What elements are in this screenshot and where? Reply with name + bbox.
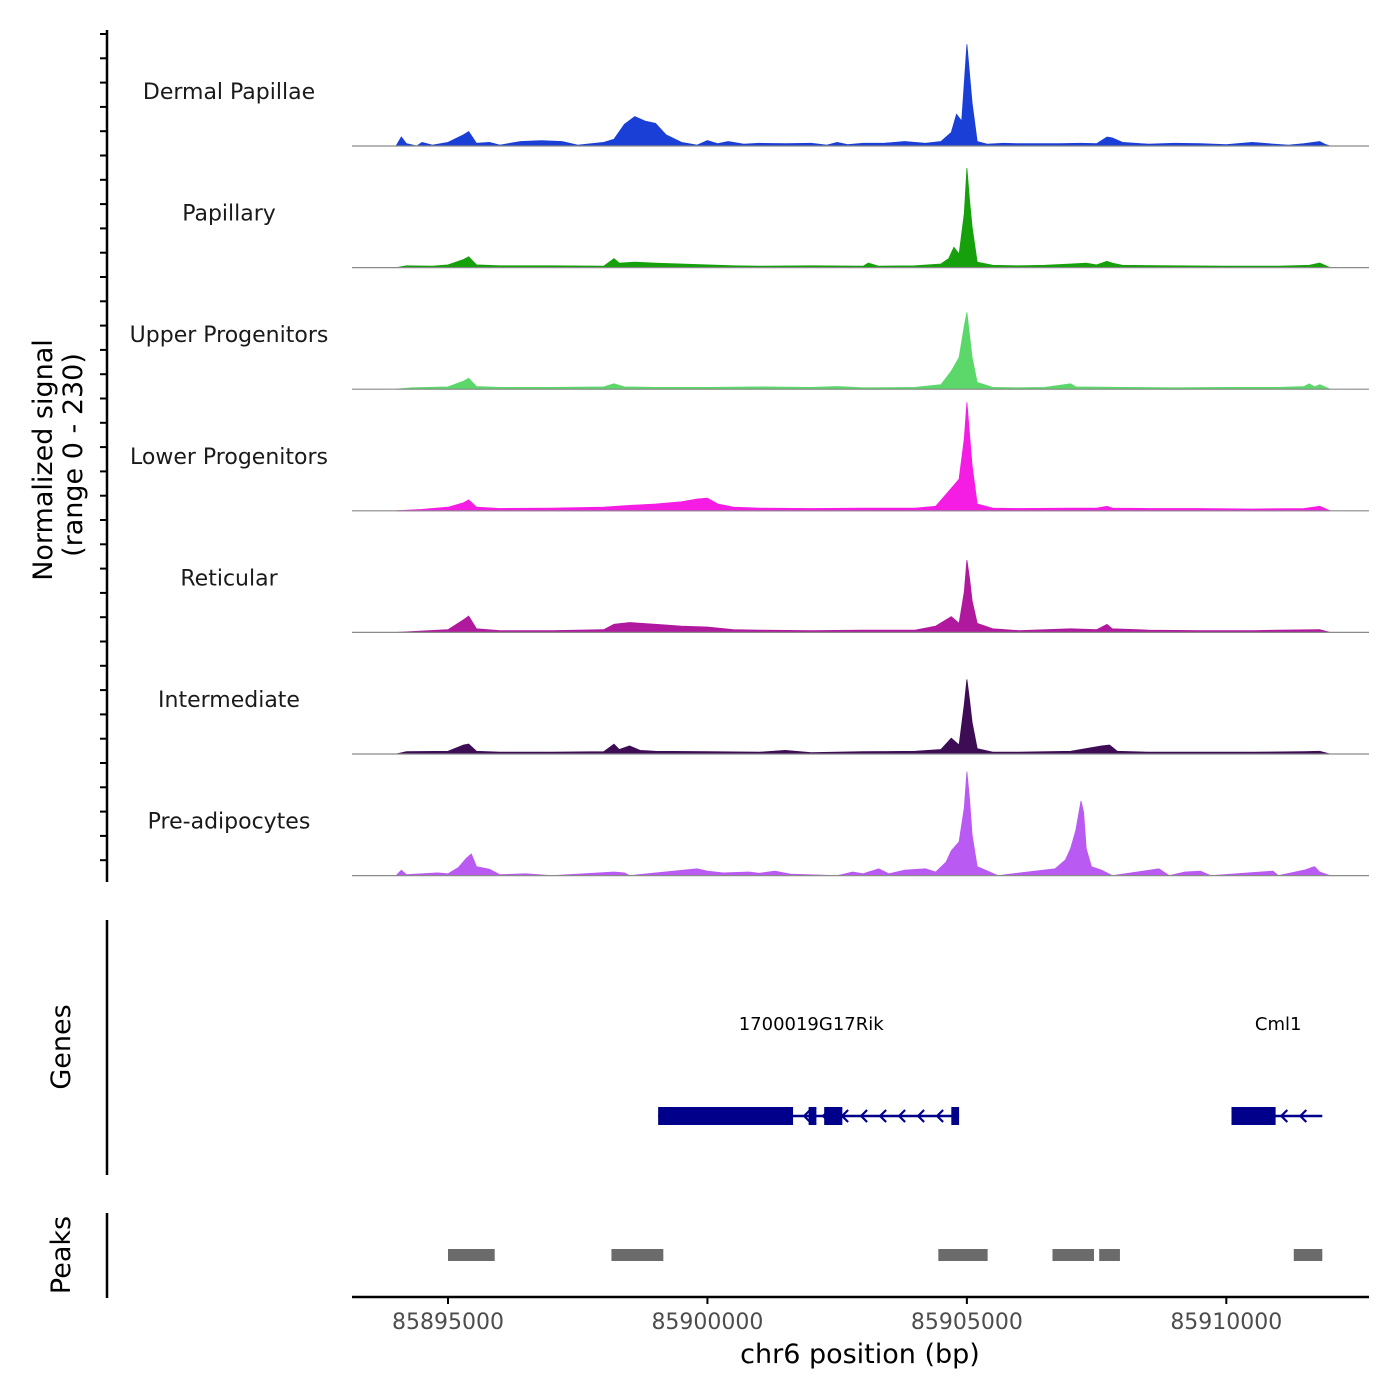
genes-axis-label: Genes: [46, 1004, 77, 1089]
signal-tracks: [352, 44, 1369, 877]
x-tick-label: 85900000: [651, 1310, 763, 1335]
signal-track-area: [396, 402, 1331, 512]
signal-track-area: [395, 771, 1331, 877]
gene-track: 1700019G17Rik Cml1: [658, 1014, 1323, 1125]
peak-region: [1293, 1249, 1323, 1261]
peak-track: [447, 1249, 1323, 1261]
gene-exon: [951, 1107, 960, 1125]
peak-region: [447, 1249, 495, 1261]
x-tick-label: 85910000: [1170, 1310, 1282, 1335]
gene-label: Cml1: [1255, 1014, 1302, 1035]
peak-region: [611, 1249, 664, 1261]
peak-region: [1099, 1249, 1120, 1261]
strand-arrow: [802, 1109, 811, 1123]
track-label: Dermal Papillae: [143, 80, 315, 105]
signal-y-axis-ticks: [100, 33, 107, 862]
strand-arrow: [1298, 1109, 1308, 1123]
peak-region: [938, 1249, 988, 1261]
track-label: Pre-adipocytes: [148, 810, 311, 835]
signal-track-area: [396, 679, 1331, 755]
signal-track-area: [396, 168, 1331, 268]
strand-arrow: [916, 1109, 925, 1123]
gene-label: 1700019G17Rik: [739, 1014, 885, 1035]
track-label: Lower Progenitors: [130, 445, 328, 470]
strand-arrow: [897, 1109, 906, 1123]
signal-y-axis-range: (range 0 - 230): [58, 353, 89, 557]
gene-exon: [824, 1107, 843, 1125]
gene-exon: [808, 1107, 817, 1125]
gene-exon: [658, 1107, 794, 1125]
signal-track-area: [396, 560, 1331, 633]
peak-region: [1052, 1249, 1094, 1261]
signal-track-area: [395, 44, 1331, 147]
x-axis-label: chr6 position (bp): [740, 1339, 980, 1370]
strand-arrow: [859, 1109, 868, 1123]
x-axis-ticks: 85895000 85900000 85905000 85910000: [392, 1297, 1282, 1335]
track-label: Papillary: [182, 202, 276, 227]
signal-track-area: [396, 312, 1331, 390]
strand-arrow: [935, 1109, 944, 1123]
gene-exon: [1231, 1107, 1276, 1125]
track-label: Intermediate: [158, 688, 300, 713]
strand-arrow: [1279, 1109, 1289, 1123]
track-label: Reticular: [180, 566, 278, 591]
strand-arrow: [878, 1109, 887, 1123]
track-labels: Dermal Papillae Papillary Upper Progenitor…: [130, 80, 329, 835]
peaks-axis-label: Peaks: [46, 1216, 77, 1294]
x-tick-label: 85895000: [392, 1310, 504, 1335]
x-tick-label: 85905000: [911, 1310, 1023, 1335]
track-label: Upper Progenitors: [130, 323, 329, 348]
signal-y-axis-label: Normalized signal: [28, 339, 59, 581]
